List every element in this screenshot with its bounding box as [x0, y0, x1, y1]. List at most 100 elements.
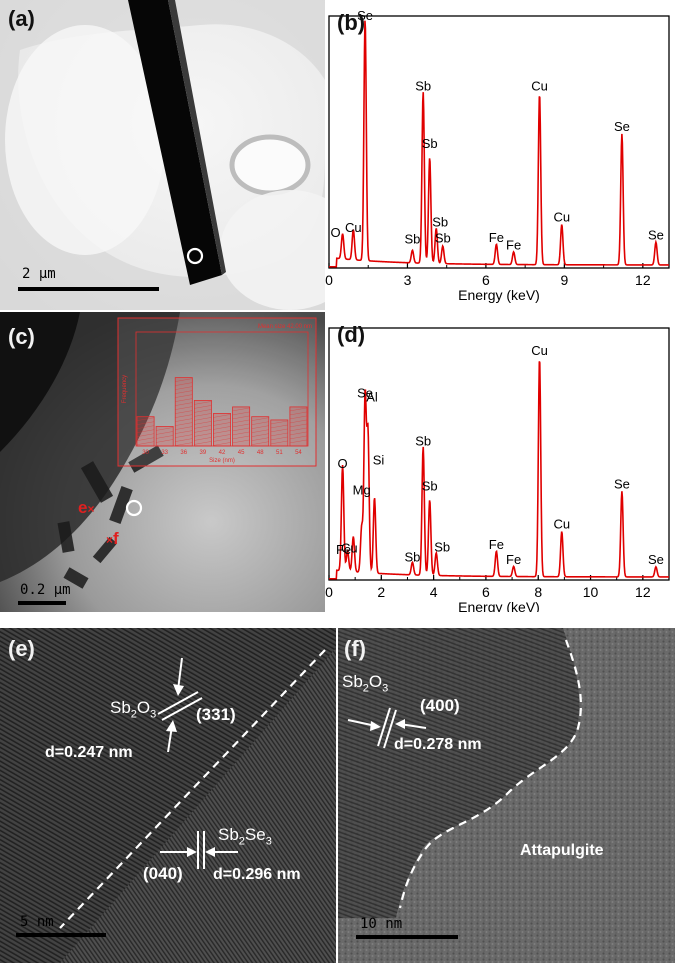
x-tick-label: 10 — [583, 584, 599, 600]
x-tick-label: 3 — [404, 272, 412, 288]
region-label-attapulgite: Attapulgite — [520, 842, 604, 859]
inset-title: Mean size 42.00 nm — [258, 324, 312, 330]
plane-label-331: (331) — [196, 705, 236, 724]
lattice-fringe-mark — [383, 709, 397, 749]
x-axis-label: Energy (keV) — [458, 599, 540, 612]
peak-label: O — [338, 456, 348, 471]
peak-label: Cu — [531, 79, 548, 94]
peak-label: Fe — [336, 542, 351, 557]
marker-f-label: f — [113, 529, 119, 548]
nanorod-edge — [168, 0, 226, 275]
plane-label-040: (040) — [143, 864, 183, 883]
arrow-head — [187, 847, 197, 857]
panel-b: 0 3 6 9 12 Energy (keV) O Cu Se Sb Sb Sb Sb Sb Fe Fe Cu C… — [325, 0, 675, 310]
inset-tick-label: 39 — [200, 450, 207, 456]
peak-label: Fe — [489, 230, 504, 245]
phase-label-sb2o3: Sb2O3 — [110, 698, 157, 721]
peak-label: Fe — [506, 237, 521, 252]
hole-small — [229, 134, 311, 196]
histogram-bar — [193, 400, 212, 447]
panel-d: 0 2 4 6 8 10 12 Energy (keV) O Fe Cu Mg Se Al Si Sb Sb Sb… — [325, 312, 675, 612]
lattice-sb2o3 — [0, 628, 336, 963]
inset-ylabel: Frequency — [122, 375, 128, 403]
lattice-fringe-mark — [377, 707, 391, 747]
phase-label-sb2o3: Sb2O3 — [342, 672, 389, 695]
inset-tick-label: 36 — [180, 450, 187, 456]
peak-label: Se — [648, 227, 664, 242]
arrow-head — [370, 721, 381, 731]
peak-label: Fe — [506, 552, 521, 567]
panel-label-d: (d) — [337, 322, 366, 347]
panel-e: (e) Sb2O3 (331) d=0.247 nm Sb2Se3 (040) … — [0, 628, 336, 963]
lattice-sb2o3 — [338, 628, 580, 918]
marker-e: e× — [78, 498, 95, 517]
lattice-fringe-mark — [161, 697, 203, 721]
peak-label: Se — [648, 552, 664, 567]
x-tick-label: 4 — [430, 584, 438, 600]
inset-tick-label: 45 — [238, 450, 245, 456]
inset-xlabel: Size (nm) — [209, 458, 235, 464]
peak-label: Sb — [415, 79, 431, 94]
panel-label-f: (f) — [344, 636, 366, 661]
histogram-bar — [155, 426, 174, 447]
peak-label: Cu — [553, 517, 570, 532]
peak-label: Se — [357, 8, 373, 23]
inset-tick-label: 48 — [257, 450, 264, 456]
spectrum-line — [329, 20, 669, 268]
arrow-head — [395, 719, 405, 729]
hrtem-image-f — [338, 628, 675, 963]
d-spacing-2: d=0.296 nm — [213, 866, 301, 883]
x-tick-label: 6 — [482, 584, 490, 600]
peak-label: Se — [357, 386, 373, 401]
interface-line — [398, 639, 582, 909]
d-spacing-1: d=0.247 nm — [45, 744, 133, 761]
peak-label: Sb — [415, 433, 431, 448]
peak-label: Se — [614, 119, 630, 134]
peak-label: Cu — [345, 220, 362, 235]
peak-label: Sb — [404, 549, 420, 564]
hrtem-image-e — [0, 628, 336, 963]
panel-label-c: (c) — [8, 324, 35, 349]
x-tick-label: 0 — [325, 584, 333, 600]
hole-left — [5, 25, 165, 255]
peak-label: Cu — [531, 343, 548, 358]
panel-label-a: (a) — [8, 6, 35, 31]
inset-tick-label: 30 — [142, 450, 149, 456]
plot-frame — [328, 15, 670, 269]
analysis-spot — [186, 247, 204, 265]
marker-f: ×f — [106, 529, 119, 548]
hole-bottom — [220, 190, 325, 310]
tem-image-a — [0, 0, 325, 310]
peak-label: Sb — [422, 478, 438, 493]
panel-f: (f) Sb2O3 (400) d=0.278 nm Attapulgite 1… — [338, 628, 675, 963]
peak-label: Se — [614, 476, 630, 491]
nanorod — [128, 0, 222, 285]
scale-bar-text-e: 5 nm — [20, 914, 54, 930]
histogram-bar — [213, 413, 231, 447]
marker-e-label: e — [78, 498, 88, 517]
scale-bar — [16, 933, 106, 937]
histogram-bar — [174, 377, 193, 447]
lattice-fringe-mark — [157, 691, 199, 715]
inset-frame — [117, 317, 317, 467]
peak-label: Sb — [434, 539, 450, 554]
peak-label: Sb — [435, 230, 451, 245]
peak-label: Mg — [353, 483, 371, 498]
peak-label: Cu — [553, 210, 570, 225]
size-histogram-inset: Mean size 42.00 nm 30 33 36 39 42 45 48 51 54 Size… — [117, 317, 317, 467]
peak-label: Sb — [422, 136, 438, 151]
x-tick-label: 0 — [325, 272, 333, 288]
scale-bar — [18, 601, 66, 605]
arrow-head — [166, 720, 177, 732]
x-tick-label: 9 — [560, 272, 568, 288]
x-tick-label: 6 — [482, 272, 490, 288]
panel-a: (a) 2 μm — [0, 0, 325, 310]
d-spacing-f: d=0.278 nm — [394, 736, 482, 753]
x-tick-label: 2 — [377, 584, 385, 600]
x-tick-label: 8 — [534, 584, 542, 600]
inset-tick-label: 54 — [295, 450, 302, 456]
panel-label-e: (e) — [8, 636, 35, 661]
scale-bar-text-f: 10 nm — [360, 916, 403, 932]
